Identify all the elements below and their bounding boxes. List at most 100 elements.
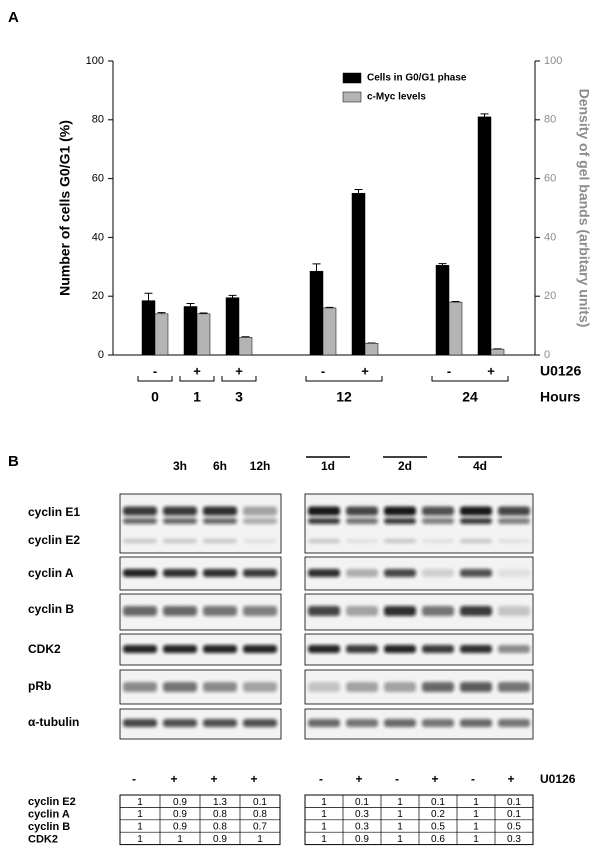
blot-band — [460, 506, 492, 516]
blot-band — [422, 606, 454, 616]
blot-band — [346, 682, 378, 692]
blot-band — [308, 682, 340, 692]
blot-band — [243, 645, 277, 653]
error-bar — [228, 294, 237, 298]
blot-band — [498, 682, 530, 692]
blot-band — [346, 606, 378, 616]
table-cell: 1 — [473, 797, 479, 808]
blot-row-label: pRb — [28, 679, 51, 693]
blot-band — [422, 518, 454, 524]
table-cell: 1 — [397, 809, 403, 820]
blot-band — [460, 606, 492, 616]
blot-band — [384, 606, 416, 616]
blot-band — [498, 719, 530, 727]
error-bar — [451, 300, 460, 303]
y2-tick-label: 40 — [544, 231, 556, 243]
group-bracket — [305, 376, 383, 382]
blot-band — [163, 606, 197, 616]
error-bar — [144, 292, 153, 301]
error-bar — [438, 263, 447, 266]
blot-band — [346, 569, 378, 577]
group-label: 24 — [462, 389, 478, 405]
panel-label: B — [8, 453, 19, 470]
table-cell: 1 — [321, 797, 327, 808]
blot-band — [384, 682, 416, 692]
blot-band — [384, 518, 416, 524]
blot-band — [203, 606, 237, 616]
table-cell: 0.7 — [253, 822, 267, 833]
blot-box — [304, 493, 534, 554]
table-cell: 1 — [137, 809, 143, 820]
bar — [351, 193, 366, 356]
sign-row-label: U0126 — [540, 363, 581, 379]
table-cell: 0.9 — [173, 797, 187, 808]
blot-band — [308, 569, 340, 577]
table-cell: 1 — [473, 822, 479, 833]
table-cell: 0.1 — [431, 797, 445, 808]
blot-band — [384, 539, 416, 543]
y-tick-label: 60 — [92, 173, 104, 185]
table-cell: 1 — [137, 834, 143, 845]
blot-band — [203, 645, 237, 653]
blot-band — [346, 506, 378, 516]
blot-band — [243, 569, 277, 577]
blot-band — [460, 518, 492, 524]
blot-band — [498, 539, 530, 543]
bar — [183, 306, 198, 356]
blot-band — [123, 606, 157, 616]
blot-band — [460, 645, 492, 653]
table-cell: 1 — [473, 809, 479, 820]
blot-band — [498, 645, 530, 653]
blot-band — [243, 682, 277, 692]
blot-band — [422, 506, 454, 516]
blot-row-label: CDK2 — [28, 642, 61, 656]
blot-band — [123, 645, 157, 653]
error-bar — [354, 188, 363, 194]
blot-band — [460, 539, 492, 543]
blot-band — [123, 539, 157, 543]
blot-band — [243, 606, 277, 616]
blot-row-label: cyclin E1 — [28, 505, 80, 519]
blot-band — [123, 506, 157, 516]
table-cell: 0.9 — [213, 834, 227, 845]
blot-band — [422, 682, 454, 692]
table-cell: 1 — [397, 797, 403, 808]
blot-band — [123, 569, 157, 577]
blot-band — [346, 645, 378, 653]
blot-box — [304, 633, 534, 666]
blot-row-label: cyclin B — [28, 602, 74, 616]
y-tick-label: 80 — [92, 114, 104, 126]
bar — [154, 313, 169, 356]
table-cell: 1 — [137, 797, 143, 808]
blot-band — [422, 645, 454, 653]
bar — [322, 307, 337, 356]
blot-row-label: cyclin E2 — [28, 533, 80, 547]
blot-band — [243, 506, 277, 516]
blot-band — [460, 569, 492, 577]
bar — [448, 301, 463, 356]
treatment-sign: + — [170, 772, 177, 786]
blot-band — [203, 506, 237, 516]
blot-band — [384, 569, 416, 577]
y-tick-label: 20 — [92, 290, 104, 302]
table-cell: 1 — [397, 822, 403, 833]
legend-swatch — [342, 91, 362, 103]
table-cell: 0.8 — [213, 809, 227, 820]
blot-band — [163, 518, 197, 524]
blot-band — [163, 682, 197, 692]
blot-band — [123, 682, 157, 692]
error-bar — [199, 312, 208, 314]
treatment-label: U0126 — [540, 772, 576, 786]
table-cell: 0.1 — [507, 809, 521, 820]
table-cell: 1 — [257, 834, 263, 845]
blot-band — [203, 569, 237, 577]
table-cell: 0.8 — [253, 809, 267, 820]
treatment-sign: + — [235, 363, 243, 378]
lane-header: 4d — [473, 459, 487, 473]
table-cell: 1.3 — [213, 797, 227, 808]
blot-box — [304, 593, 534, 631]
treatment-sign: + — [250, 772, 257, 786]
blot-row-label: α-tubulin — [28, 715, 79, 729]
table-cell: 0.8 — [213, 822, 227, 833]
